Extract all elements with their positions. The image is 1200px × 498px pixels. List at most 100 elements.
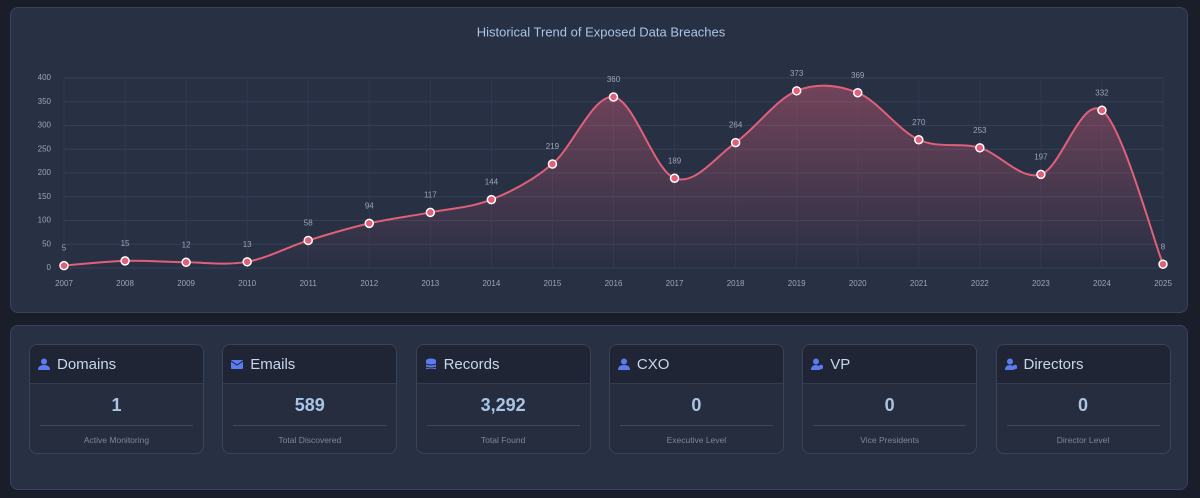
data-label: 197 (1034, 153, 1048, 162)
y-tick-label: 50 (42, 239, 51, 248)
card-subtitle: Director Level (1056, 435, 1110, 445)
x-tick-label: 2019 (788, 279, 806, 288)
x-tick-label: 2025 (1154, 279, 1172, 288)
point (486, 194, 497, 205)
data-label: 94 (365, 201, 374, 210)
card-value: 0 (691, 395, 702, 415)
card-title: Directors (1023, 355, 1084, 373)
y-tick-label: 250 (38, 144, 52, 153)
card-icon (231, 360, 244, 369)
divider (426, 425, 580, 426)
card-icon (1004, 358, 1017, 370)
x-tick-label: 2014 (482, 279, 500, 288)
area (64, 85, 1163, 269)
card-subtitle: Active Monitoring (83, 435, 150, 445)
point (975, 143, 985, 153)
data-label: 360 (607, 75, 621, 84)
data-label: 144 (485, 178, 499, 187)
data-label: 189 (668, 156, 682, 165)
data-label: 5 (62, 244, 67, 253)
card-header: Records (416, 345, 590, 384)
card-icon (811, 358, 824, 370)
point (852, 87, 863, 98)
point (242, 257, 252, 267)
chart-panel: Historical Trend of Exposed Data Breache… (10, 7, 1188, 313)
data-label: 219 (546, 142, 560, 151)
card-subtitle: Total Found (480, 435, 526, 445)
y-tick-label: 150 (38, 192, 52, 201)
card-header: Emails (223, 345, 397, 384)
data-label: 13 (243, 240, 252, 249)
divider (619, 425, 773, 426)
card-panel: Domains 1 Active Monitoring Emails 589 Total … (10, 325, 1188, 490)
data-label: 15 (121, 239, 130, 248)
x-tick-label: 2010 (238, 279, 256, 288)
data-label: 12 (182, 240, 191, 249)
card-header: CXO (609, 345, 783, 384)
divider (813, 425, 967, 426)
card-header: VP (803, 345, 977, 384)
stat-card: Emails 589 Total Discovered (222, 344, 398, 454)
y-tick-label: 200 (38, 168, 52, 177)
point (425, 207, 436, 218)
card-icon (38, 358, 50, 370)
x-tick-label: 2022 (971, 279, 989, 288)
data-label: 117 (424, 191, 437, 200)
chart: Historical Trend of Exposed Data Breache… (38, 24, 1173, 288)
data-label: 8 (1161, 242, 1166, 251)
card-value: 1 (111, 395, 122, 415)
chart-title: Historical Trend of Exposed Data Breache… (477, 24, 726, 39)
x-tick-label: 2016 (605, 279, 623, 288)
card-title: Records (443, 355, 500, 373)
card-header: Directors (996, 345, 1170, 384)
point (181, 257, 191, 268)
data-label: 369 (851, 71, 865, 80)
data-label: 270 (912, 118, 926, 127)
card-icon (425, 358, 436, 369)
point (1036, 169, 1046, 180)
point (547, 159, 558, 169)
point (791, 86, 802, 96)
point (1158, 259, 1168, 269)
card-value: 0 (884, 395, 895, 415)
point (364, 218, 375, 229)
x-tick-label: 2018 (727, 279, 745, 288)
point (120, 256, 130, 266)
y-tick-label: 400 (38, 73, 52, 82)
stat-card: Domains 1 Active Monitoring (29, 344, 204, 454)
data-label: 58 (304, 219, 313, 228)
line (63, 84, 1164, 267)
data-label: 264 (729, 121, 743, 130)
x-tick-label: 2012 (360, 279, 378, 288)
x-tick-label: 2015 (544, 279, 562, 288)
point (914, 135, 924, 145)
x-tick-label: 2009 (177, 279, 195, 288)
divider (1006, 425, 1160, 426)
x-tick-label: 2011 (300, 279, 318, 288)
card-title: Emails (250, 355, 296, 373)
card-value: 589 (294, 395, 325, 415)
card-subtitle: Total Discovered (278, 435, 342, 445)
x-tick-label: 2013 (421, 279, 439, 288)
card-title: CXO (636, 355, 670, 373)
x-tick-label: 2020 (849, 279, 867, 288)
card-title: Domains (57, 355, 117, 373)
point (730, 137, 741, 148)
y-tick-label: 0 (47, 263, 52, 272)
divider (233, 425, 387, 426)
y-tick-label: 300 (38, 121, 52, 130)
card-value: 3,292 (480, 395, 526, 415)
data-label: 253 (973, 126, 987, 135)
card-value: 0 (1077, 395, 1088, 415)
stat-card: CXO 0 Executive Level (608, 344, 784, 454)
card-subtitle: Executive Level (666, 435, 727, 445)
point (608, 92, 619, 102)
x-tick-label: 2023 (1032, 279, 1050, 288)
x-tick-label: 2007 (55, 279, 73, 288)
point (59, 260, 69, 271)
card-subtitle: Vice Presidents (860, 435, 920, 445)
stat-card: VP 0 Vice Presidents (802, 344, 978, 454)
x-tick-label: 2021 (910, 279, 928, 288)
x-tick-label: 2024 (1093, 279, 1111, 288)
